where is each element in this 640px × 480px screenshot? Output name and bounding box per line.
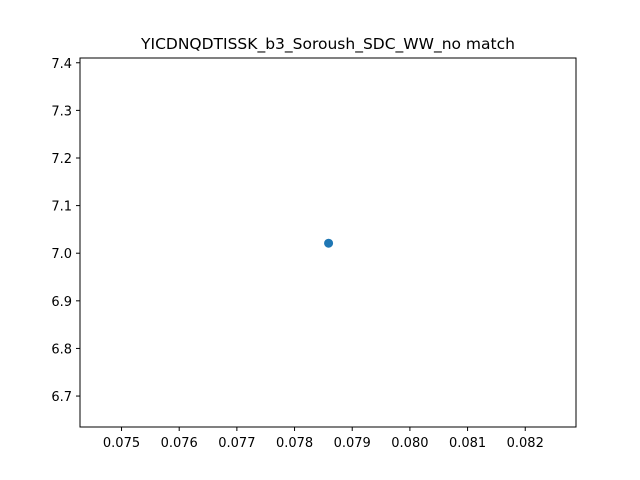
- y-tick-label: 7.1: [51, 200, 72, 215]
- y-tick-label: 6.8: [51, 342, 72, 357]
- y-tick-label: 6.9: [51, 295, 72, 310]
- x-tick-label: 0.080: [391, 436, 428, 451]
- chart-title: YICDNQDTISSK_b3_Soroush_SDC_WW_no match: [140, 35, 515, 54]
- plot-area-frame: [79, 57, 577, 428]
- x-tick-label: 0.082: [507, 436, 544, 451]
- x-tick-label: 0.078: [276, 436, 313, 451]
- y-axis-ticks: 6.7 6.8 6.9 7.0 7.1 7.2 7.3 7.4: [51, 57, 80, 405]
- y-tick-label: 7.3: [51, 104, 72, 119]
- x-tick-label: 0.081: [449, 436, 486, 451]
- x-tick-label: 0.075: [103, 436, 140, 451]
- y-tick-label: 7.4: [51, 57, 72, 72]
- y-tick-label: 7.0: [51, 247, 72, 262]
- data-points: [324, 238, 334, 248]
- x-tick-label: 0.079: [334, 436, 371, 451]
- x-axis-ticks: 0.075 0.076 0.077 0.078 0.079 0.080 0.081 0.082: [103, 427, 544, 451]
- y-tick-label: 7.2: [51, 152, 72, 167]
- x-tick-label: 0.077: [218, 436, 255, 451]
- x-tick-label: 0.076: [161, 436, 198, 451]
- y-tick-label: 6.7: [51, 390, 72, 405]
- data-point: [324, 238, 334, 248]
